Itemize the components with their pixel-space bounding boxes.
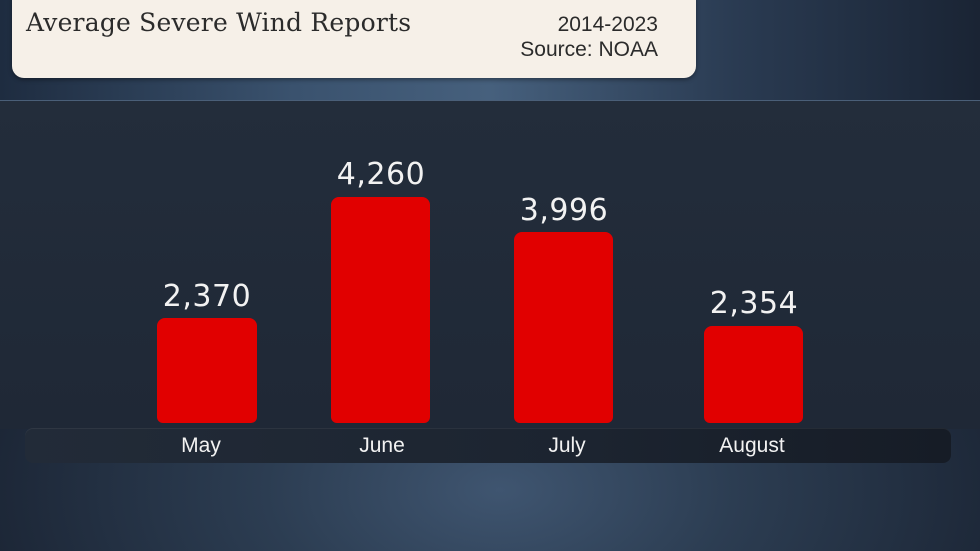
bar-may [157,318,257,423]
chart-title: Average Severe Wind Reports [26,8,412,37]
title-card: Average Severe Wind Reports 2014-2023 So… [12,0,696,78]
value-label-may: 2,370 [162,279,252,314]
category-label-august: August [719,434,785,457]
source-label: Source: NOAA [520,38,658,61]
category-label-june: June [359,434,405,457]
bar-june [331,197,430,423]
bar-july [514,232,613,423]
category-label-may: May [181,434,221,457]
value-label-july: 3,996 [519,193,609,228]
chart-panel [0,100,980,429]
chart-meta: 2014-2023 Source: NOAA [520,12,658,62]
value-label-june: 4,260 [336,157,426,192]
category-label-july: July [548,434,586,457]
category-axis-strip [25,428,951,463]
date-range: 2014-2023 [557,13,658,36]
value-label-august: 2,354 [709,286,799,321]
bar-august [704,326,803,423]
